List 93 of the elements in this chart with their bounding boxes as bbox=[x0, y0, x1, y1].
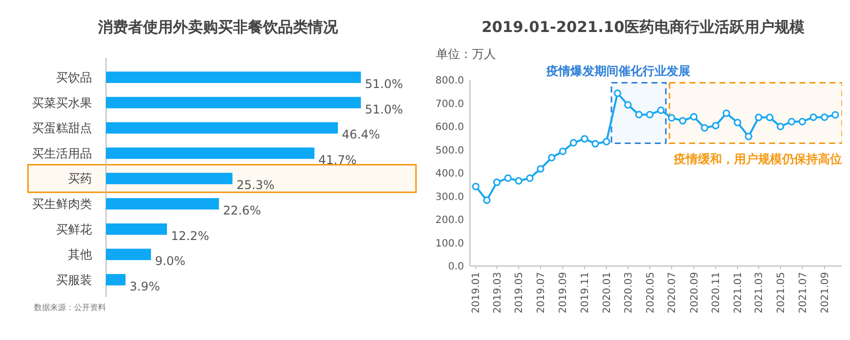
y-tick-label: 买菜买水果 bbox=[32, 96, 92, 110]
y-tick-label: 100.0 bbox=[435, 238, 464, 250]
y-tick-label: 买蛋糕甜点 bbox=[32, 121, 92, 136]
data-label: 25.3% bbox=[236, 178, 275, 192]
y-tick-label: 700.0 bbox=[435, 98, 464, 110]
y-tick-label: 买饮品 bbox=[56, 70, 92, 84]
data-label: 41.7% bbox=[318, 152, 357, 167]
x-tick-label: 2020.07 bbox=[667, 272, 678, 314]
point bbox=[712, 122, 720, 130]
point bbox=[798, 118, 806, 126]
point bbox=[668, 114, 676, 122]
point bbox=[548, 154, 556, 162]
point bbox=[810, 113, 818, 121]
point bbox=[754, 114, 762, 122]
point bbox=[602, 138, 610, 146]
x-tick-label: 2021.07 bbox=[798, 272, 809, 314]
y-tick-label: 400.0 bbox=[435, 168, 464, 180]
x-tick-label: 2021.01 bbox=[732, 272, 744, 314]
y-tick-label: 买生鲜肉类 bbox=[32, 197, 92, 212]
point bbox=[646, 110, 654, 118]
point bbox=[536, 165, 544, 173]
point bbox=[526, 174, 534, 182]
point bbox=[592, 140, 600, 148]
bar bbox=[106, 198, 219, 210]
point bbox=[514, 177, 522, 185]
point bbox=[832, 111, 840, 119]
x-tick-label: 2020.05 bbox=[645, 272, 656, 314]
y-tick-label: 买服装 bbox=[56, 272, 92, 287]
point bbox=[580, 135, 588, 143]
x-tick-label: 2019.05 bbox=[514, 272, 526, 314]
point bbox=[624, 101, 632, 109]
y-tick-label: 其他 bbox=[68, 248, 92, 262]
point bbox=[483, 196, 491, 204]
point bbox=[776, 122, 784, 130]
point bbox=[635, 110, 643, 118]
point bbox=[766, 114, 774, 122]
bar bbox=[106, 72, 361, 83]
data-label: 46.4% bbox=[342, 128, 380, 142]
x-tick-label: 2020.11 bbox=[711, 272, 722, 314]
data-label: 51.0% bbox=[364, 76, 404, 91]
y-tick-label: 买鲜花 bbox=[56, 222, 92, 236]
x-tick-label: 2019.09 bbox=[558, 272, 570, 314]
y-tick-label: 600.0 bbox=[435, 122, 464, 133]
y-tick-label: 500.0 bbox=[435, 145, 464, 156]
chart-title: 消费者使用外卖购买非餐饮品类情况 bbox=[97, 18, 339, 36]
point bbox=[722, 109, 730, 117]
chart-title: 2019.01-2021.10医药电商行业活跃用户规模 bbox=[482, 18, 806, 36]
y-tick-label: 买生活用品 bbox=[32, 146, 92, 160]
point bbox=[734, 118, 742, 126]
data-label: 51.0% bbox=[364, 102, 404, 116]
bar bbox=[106, 223, 167, 235]
y-tick-label: 200.0 bbox=[435, 215, 464, 226]
x-tick-label: 2019.03 bbox=[492, 272, 504, 314]
point bbox=[678, 116, 686, 124]
data-label: 3.9% bbox=[129, 279, 160, 294]
point bbox=[788, 118, 796, 126]
data-label: 12.2% bbox=[170, 228, 210, 243]
x-tick-label: 2020.03 bbox=[623, 272, 634, 314]
point bbox=[493, 178, 501, 186]
bar bbox=[106, 96, 361, 108]
point bbox=[820, 113, 828, 121]
x-tick-label: 2020.01 bbox=[602, 272, 613, 314]
data-label: 22.6% bbox=[222, 203, 262, 218]
point bbox=[558, 148, 566, 156]
y-tick-label: 买药 bbox=[68, 172, 92, 186]
point bbox=[700, 124, 708, 132]
x-tick-label: 2021.05 bbox=[776, 272, 787, 314]
band-label: 疫情爆发期间催化行业发展 bbox=[546, 64, 691, 78]
point bbox=[472, 182, 480, 190]
point bbox=[570, 139, 578, 147]
source-note: 数据来源：公开资料 bbox=[34, 303, 106, 312]
bar bbox=[106, 274, 126, 286]
bar bbox=[106, 148, 314, 159]
point bbox=[744, 132, 752, 140]
y-tick-label: 0.0 bbox=[448, 262, 464, 272]
x-tick-label: 2019.01 bbox=[471, 272, 482, 314]
bar bbox=[106, 122, 338, 134]
x-tick-label: 2020.09 bbox=[689, 272, 700, 314]
bar bbox=[106, 248, 151, 260]
x-tick-label: 2019.11 bbox=[580, 272, 592, 314]
point bbox=[504, 174, 512, 182]
y-tick-label: 300.0 bbox=[435, 192, 464, 203]
band-label: 疫情缓和，用户规模仍保持高位 bbox=[673, 152, 842, 166]
x-tick-label: 2019.07 bbox=[536, 272, 548, 314]
point bbox=[614, 90, 622, 98]
x-tick-label: 2021.09 bbox=[820, 272, 832, 314]
y-axis-title: 单位：万人 bbox=[436, 47, 496, 61]
bar bbox=[106, 172, 232, 184]
x-tick-label: 2021.03 bbox=[754, 272, 766, 314]
point bbox=[657, 106, 665, 114]
point bbox=[690, 112, 698, 120]
y-tick-label: 800.0 bbox=[435, 76, 464, 86]
data-label: 9.0% bbox=[154, 254, 186, 268]
